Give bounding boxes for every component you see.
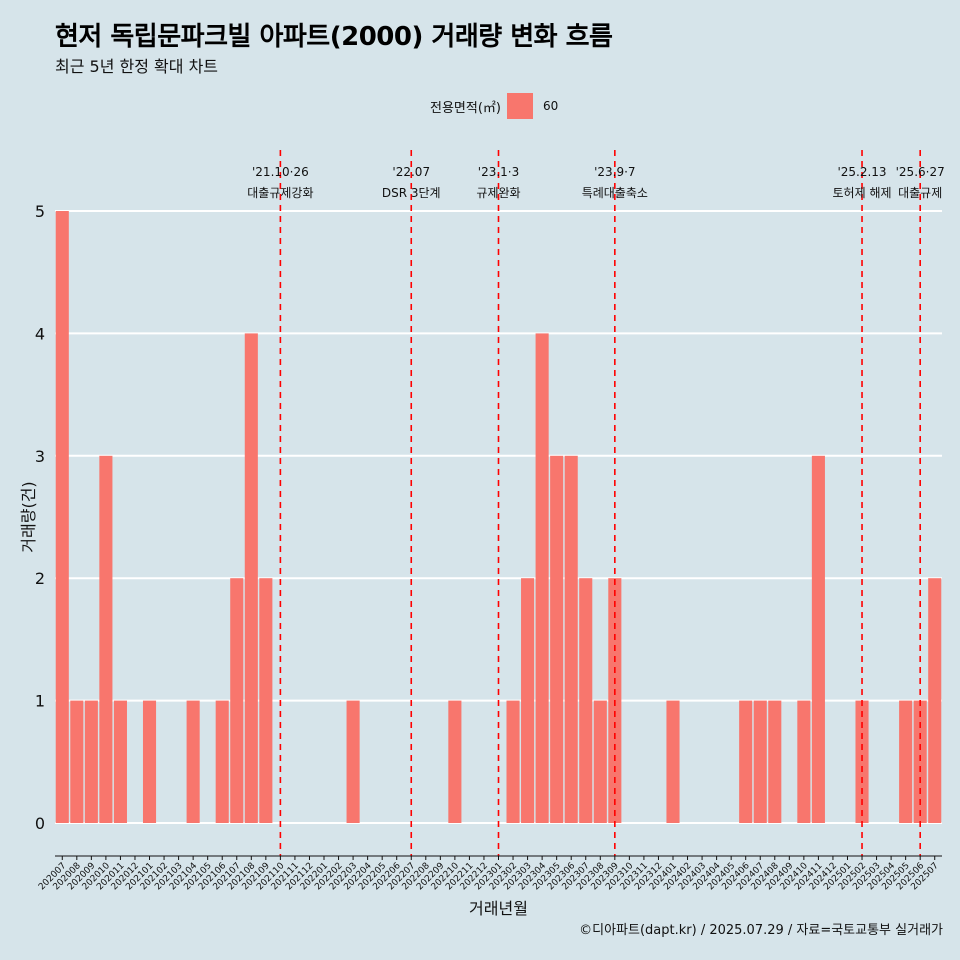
- source-credit: ©디아파트(dapt.kr) / 2025.07.29 / 자료=국토교통부 실…: [579, 923, 943, 938]
- y-tick-label: 0: [35, 814, 45, 833]
- bar-202107: [230, 578, 244, 823]
- legend: 전용면적(㎡) 60: [430, 93, 558, 119]
- bar-202401: [666, 700, 680, 823]
- y-tick-label: 5: [35, 202, 45, 221]
- event-date-label: '23.9·7: [594, 165, 635, 179]
- chart-title: 현저 독립문파크빌 아파트(2000) 거래량 변화 흐름: [55, 22, 613, 52]
- bar-202104: [186, 700, 200, 823]
- bar-202101: [142, 700, 157, 823]
- bar-202106: [215, 700, 229, 823]
- event-date-label: '25.6·27: [896, 165, 945, 179]
- event-label: 규제완화: [476, 186, 520, 200]
- bar-202502: [855, 700, 869, 823]
- bar-202407: [753, 700, 767, 823]
- bar-202210: [448, 700, 462, 823]
- y-tick-label: 3: [35, 447, 45, 466]
- bar-202410: [797, 700, 811, 823]
- bar-202408: [768, 700, 782, 823]
- bar-202308: [593, 700, 607, 823]
- bar-202009: [84, 700, 98, 823]
- bar-202411: [811, 455, 825, 823]
- bar-202109: [259, 578, 273, 823]
- event-label: DSR 3단계: [382, 186, 441, 200]
- bar-202406: [739, 700, 753, 823]
- legend-title: 전용면적(㎡): [430, 100, 501, 116]
- bar-202305: [550, 455, 564, 823]
- y-tick-label: 4: [35, 324, 45, 343]
- bar-202108: [244, 333, 258, 823]
- event-label: 특례대출축소: [582, 186, 648, 200]
- event-label: 대출규제강화: [247, 186, 313, 200]
- bar-202506: [913, 700, 927, 823]
- event-label: 대출규제: [898, 186, 942, 200]
- bar-202010: [99, 455, 113, 823]
- y-tick-label: 2: [35, 569, 45, 588]
- x-axis-title: 거래년월: [469, 899, 528, 918]
- bar-202507: [928, 578, 942, 823]
- event-date-label: '21.10·26: [252, 165, 309, 179]
- bar-202008: [70, 700, 84, 823]
- legend-color-key: [506, 93, 533, 119]
- event-date-label: '25.2.13: [837, 165, 886, 179]
- legend-label: 60: [542, 99, 559, 113]
- bar-202306: [564, 455, 578, 823]
- event-label: 토허제 해제: [833, 186, 892, 200]
- bar-202304: [535, 333, 549, 823]
- bar-202505: [899, 700, 913, 823]
- bar-202302: [506, 700, 520, 823]
- bar-202307: [579, 578, 593, 823]
- event-date-label: '23.1·3: [478, 165, 519, 179]
- bar-202011: [113, 700, 127, 823]
- bar-202203: [346, 700, 360, 823]
- y-tick-label: 1: [35, 692, 45, 711]
- bar-202007: [55, 211, 69, 823]
- y-axis-title: 거래량(건): [19, 481, 38, 552]
- bar-202303: [521, 578, 535, 823]
- event-date-label: '22.07: [392, 165, 430, 179]
- chart-subtitle: 최근 5년 한정 확대 차트: [55, 57, 219, 76]
